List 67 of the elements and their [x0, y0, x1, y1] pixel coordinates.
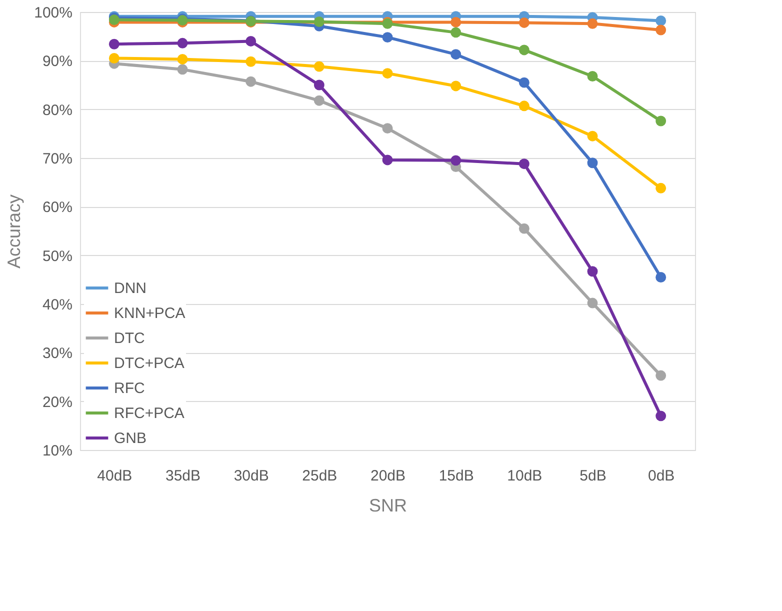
point — [656, 182, 666, 194]
point — [656, 24, 666, 36]
point — [450, 80, 462, 92]
y-tick-label: 20% — [42, 394, 72, 411]
point — [587, 71, 598, 82]
point — [314, 80, 324, 90]
x-tick-label: 25dB — [302, 468, 338, 484]
point — [656, 272, 666, 282]
x-axis-title: SNR — [368, 496, 408, 516]
point — [177, 64, 188, 75]
point — [382, 123, 393, 134]
point — [587, 298, 598, 308]
point — [314, 95, 324, 106]
point — [450, 49, 462, 60]
x-tick-label: 30dB — [234, 468, 269, 484]
point — [314, 61, 324, 72]
y-tick-label: 90% — [42, 53, 72, 70]
x-tick-label: 0dB — [648, 468, 675, 484]
legend-label: KNN+PCA — [114, 305, 186, 322]
point — [108, 53, 120, 64]
point — [518, 223, 530, 234]
point — [450, 155, 462, 166]
point — [518, 17, 530, 28]
point — [587, 158, 598, 168]
point — [177, 54, 188, 64]
legend-label: RFC+PCA — [114, 405, 184, 422]
point — [246, 56, 256, 67]
y-tick-label: 30% — [42, 345, 72, 362]
legend-label: RFC — [114, 380, 145, 397]
point — [382, 68, 393, 79]
x-tick-label: 40dB — [97, 468, 132, 484]
point — [246, 76, 256, 87]
y-tick-label: 50% — [42, 248, 72, 265]
legend-label: DTC — [114, 330, 145, 347]
point — [656, 370, 666, 381]
x-tick-label: 10dB — [507, 468, 542, 484]
point — [518, 158, 530, 170]
point — [108, 38, 120, 50]
point — [518, 77, 530, 88]
point — [450, 16, 462, 28]
point — [518, 100, 530, 112]
point — [587, 266, 598, 277]
point — [246, 36, 256, 46]
point — [382, 32, 393, 43]
legend-label: GNB — [114, 430, 147, 447]
point — [450, 27, 462, 38]
y-tick-label: 10% — [42, 442, 72, 460]
legend-label: DTC+PCA — [114, 355, 184, 372]
point — [587, 130, 598, 142]
y-tick-label: 80% — [42, 102, 72, 119]
point — [587, 18, 598, 29]
y-tick-label: 100% — [34, 4, 72, 22]
point — [177, 38, 188, 48]
x-tick-label: 35dB — [165, 468, 201, 484]
x-tick-label: 5dB — [580, 468, 606, 484]
point — [656, 16, 666, 26]
legend-label: DNN — [114, 280, 146, 297]
point — [656, 116, 666, 126]
y-axis-title: Accuracy — [4, 194, 24, 269]
point — [518, 44, 530, 56]
y-tick-label: 70% — [42, 150, 72, 168]
y-tick-label: 60% — [42, 199, 72, 216]
y-tick-label: 40% — [42, 296, 72, 314]
point — [656, 410, 666, 422]
x-tick-label: 15dB — [438, 468, 474, 484]
x-tick-label: 20dB — [370, 468, 406, 484]
point — [382, 154, 393, 166]
